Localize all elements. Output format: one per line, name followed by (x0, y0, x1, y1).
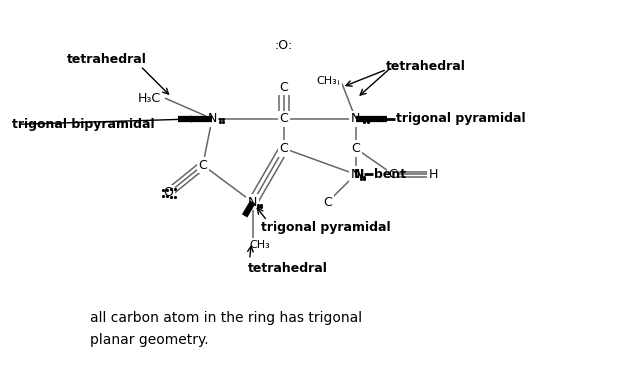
Text: trigonal pyramidal: trigonal pyramidal (261, 221, 391, 234)
Text: trigonal pyramidal: trigonal pyramidal (396, 112, 526, 125)
Text: all carbon atom in the ring has trigonal: all carbon atom in the ring has trigonal (90, 311, 363, 325)
Text: tetrahedral: tetrahedral (67, 53, 147, 66)
Text: C: C (280, 81, 288, 94)
Text: CH₃: CH₃ (250, 240, 270, 250)
Text: N: N (351, 168, 361, 181)
Text: N: N (353, 168, 364, 181)
Text: C: C (389, 168, 397, 181)
Text: C: C (198, 158, 207, 172)
Text: :O:: :O: (275, 39, 293, 52)
Text: CH₃: CH₃ (319, 77, 340, 86)
Text: N: N (351, 112, 361, 125)
Text: N: N (248, 196, 258, 209)
Text: tetrahedral: tetrahedral (386, 60, 466, 73)
Text: O: O (163, 186, 173, 200)
Text: C: C (323, 196, 332, 209)
Text: C: C (351, 142, 360, 155)
Text: planar geometry.: planar geometry. (90, 333, 209, 347)
Text: H₃C: H₃C (138, 92, 161, 105)
Text: H: H (429, 168, 439, 181)
Text: C: C (280, 142, 288, 155)
Text: C: C (280, 112, 288, 125)
Text: N: N (207, 112, 217, 125)
Text: CH₃: CH₃ (317, 76, 338, 86)
Text: tetrahedral: tetrahedral (248, 262, 328, 275)
Text: trigonal bipyramidal: trigonal bipyramidal (12, 118, 155, 131)
Text: bent: bent (374, 168, 406, 181)
